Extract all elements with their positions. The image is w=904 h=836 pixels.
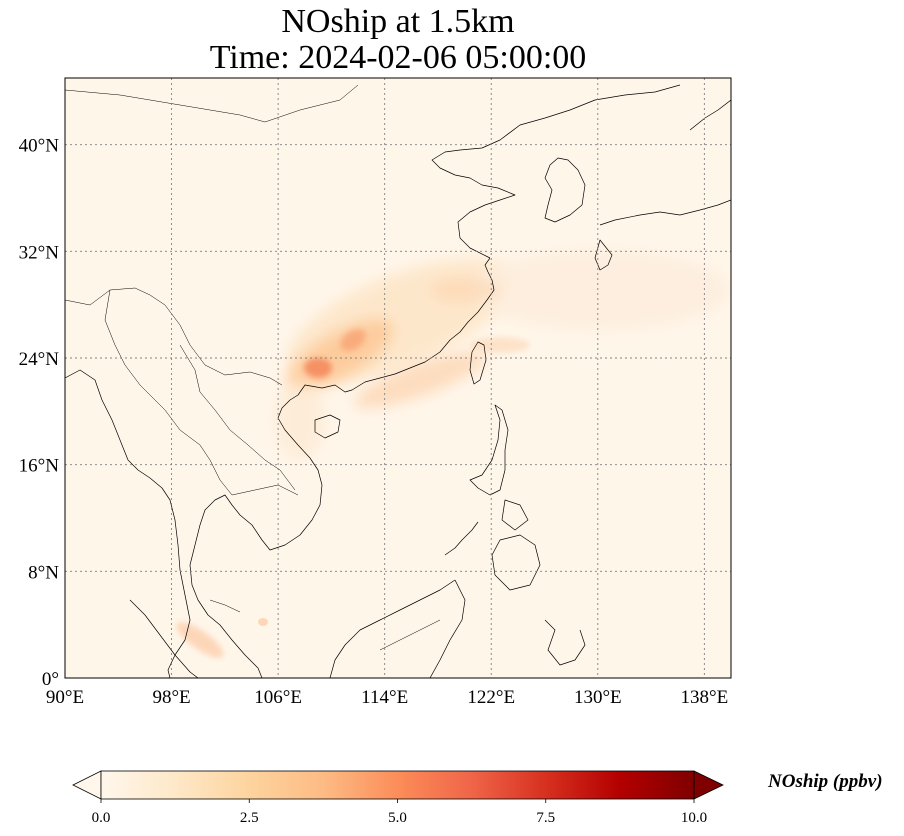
colorbar: 0.0 2.5 5.0 7.5 10.0 <box>72 770 724 826</box>
borders <box>65 84 441 651</box>
colorbar-tick-label: 10.0 <box>681 810 707 826</box>
coastline-japan <box>599 199 731 226</box>
lon-tick-label: 130°E <box>574 687 622 708</box>
plume-yrd <box>430 278 500 302</box>
lon-tick-label: 106°E <box>254 687 302 708</box>
lon-tick-label: 98°E <box>152 687 190 708</box>
title-line-2: Time: 2024-02-06 05:00:00 <box>209 39 587 76</box>
plume-malacca <box>176 622 224 658</box>
coastline-sulawesi <box>544 619 586 666</box>
plume-vietnam <box>275 380 325 460</box>
coastline-hainan <box>314 414 341 439</box>
colorbar-ticks: 0.0 2.5 5.0 7.5 10.0 <box>92 799 707 826</box>
lon-tick-label: 138°E <box>681 687 729 708</box>
border-borneo <box>379 619 441 651</box>
concentration-field <box>176 250 730 658</box>
coastline-mindanao <box>491 534 541 591</box>
lon-axis: 90°E 98°E 106°E 114°E 122°E 130°E 138°E <box>46 687 728 708</box>
border-laos <box>179 344 296 491</box>
colorbar-label: NOship (ppbv) <box>768 771 883 792</box>
map-frame <box>64 77 732 679</box>
colorbar-gradient <box>101 771 694 799</box>
coastline-myanmar <box>65 369 191 678</box>
colorbar-tick-label: 5.0 <box>388 810 407 826</box>
coastline-taiwan <box>469 341 487 385</box>
colorbar-extend-min <box>72 770 102 800</box>
lat-axis: 0° 8°N 16°N 24°N 32°N 40°N <box>19 136 60 690</box>
map-title: NOship at 1.5km Time: 2024-02-06 05:00:0… <box>65 4 731 76</box>
coastline-korea <box>544 157 586 223</box>
lon-tick-label: 122°E <box>467 687 515 708</box>
lat-tick-label: 0° <box>42 669 59 690</box>
border-thailand <box>164 409 233 496</box>
colorbar-tick-label: 0.0 <box>92 810 111 826</box>
coastline-china <box>277 257 495 419</box>
coastline-palawan <box>444 521 479 556</box>
lon-tick-label: 114°E <box>361 687 408 708</box>
coastline-japan-2 <box>594 239 613 271</box>
lat-tick-label: 16°N <box>19 456 60 477</box>
coastline-visayas <box>501 499 529 531</box>
coastline-north <box>431 84 681 259</box>
map-panel <box>65 78 731 678</box>
coastlines <box>65 84 731 678</box>
colorbar-tick-label: 2.5 <box>240 810 259 826</box>
lat-tick-label: 8°N <box>28 562 59 583</box>
coastline-sumatra <box>129 599 199 678</box>
border-mongolia <box>65 84 359 123</box>
coastline-indochina <box>189 417 323 678</box>
plume-shelf <box>353 351 487 409</box>
border-myanmar <box>104 289 166 411</box>
hotspot-beibu <box>304 358 332 378</box>
coastline-luzon <box>469 404 509 496</box>
hotspot-prd <box>340 329 366 351</box>
lat-tick-label: 24°N <box>19 349 60 370</box>
lat-tick-label: 40°N <box>19 136 60 157</box>
lon-tick-label: 90°E <box>46 687 84 708</box>
gridlines <box>65 78 731 678</box>
border-malaysia <box>209 599 241 613</box>
coastline-borneo <box>329 579 466 678</box>
coastline-japan-3 <box>689 99 731 131</box>
plume-spot <box>258 618 268 626</box>
colorbar-tick-label: 7.5 <box>536 810 555 826</box>
title-line-1: NOship at 1.5km <box>281 3 515 40</box>
plume-taiwan <box>470 337 530 353</box>
lat-tick-label: 32°N <box>19 242 60 263</box>
colorbar-extend-max <box>693 770 724 800</box>
plume-east <box>470 250 730 330</box>
border-cambodia <box>231 484 299 496</box>
